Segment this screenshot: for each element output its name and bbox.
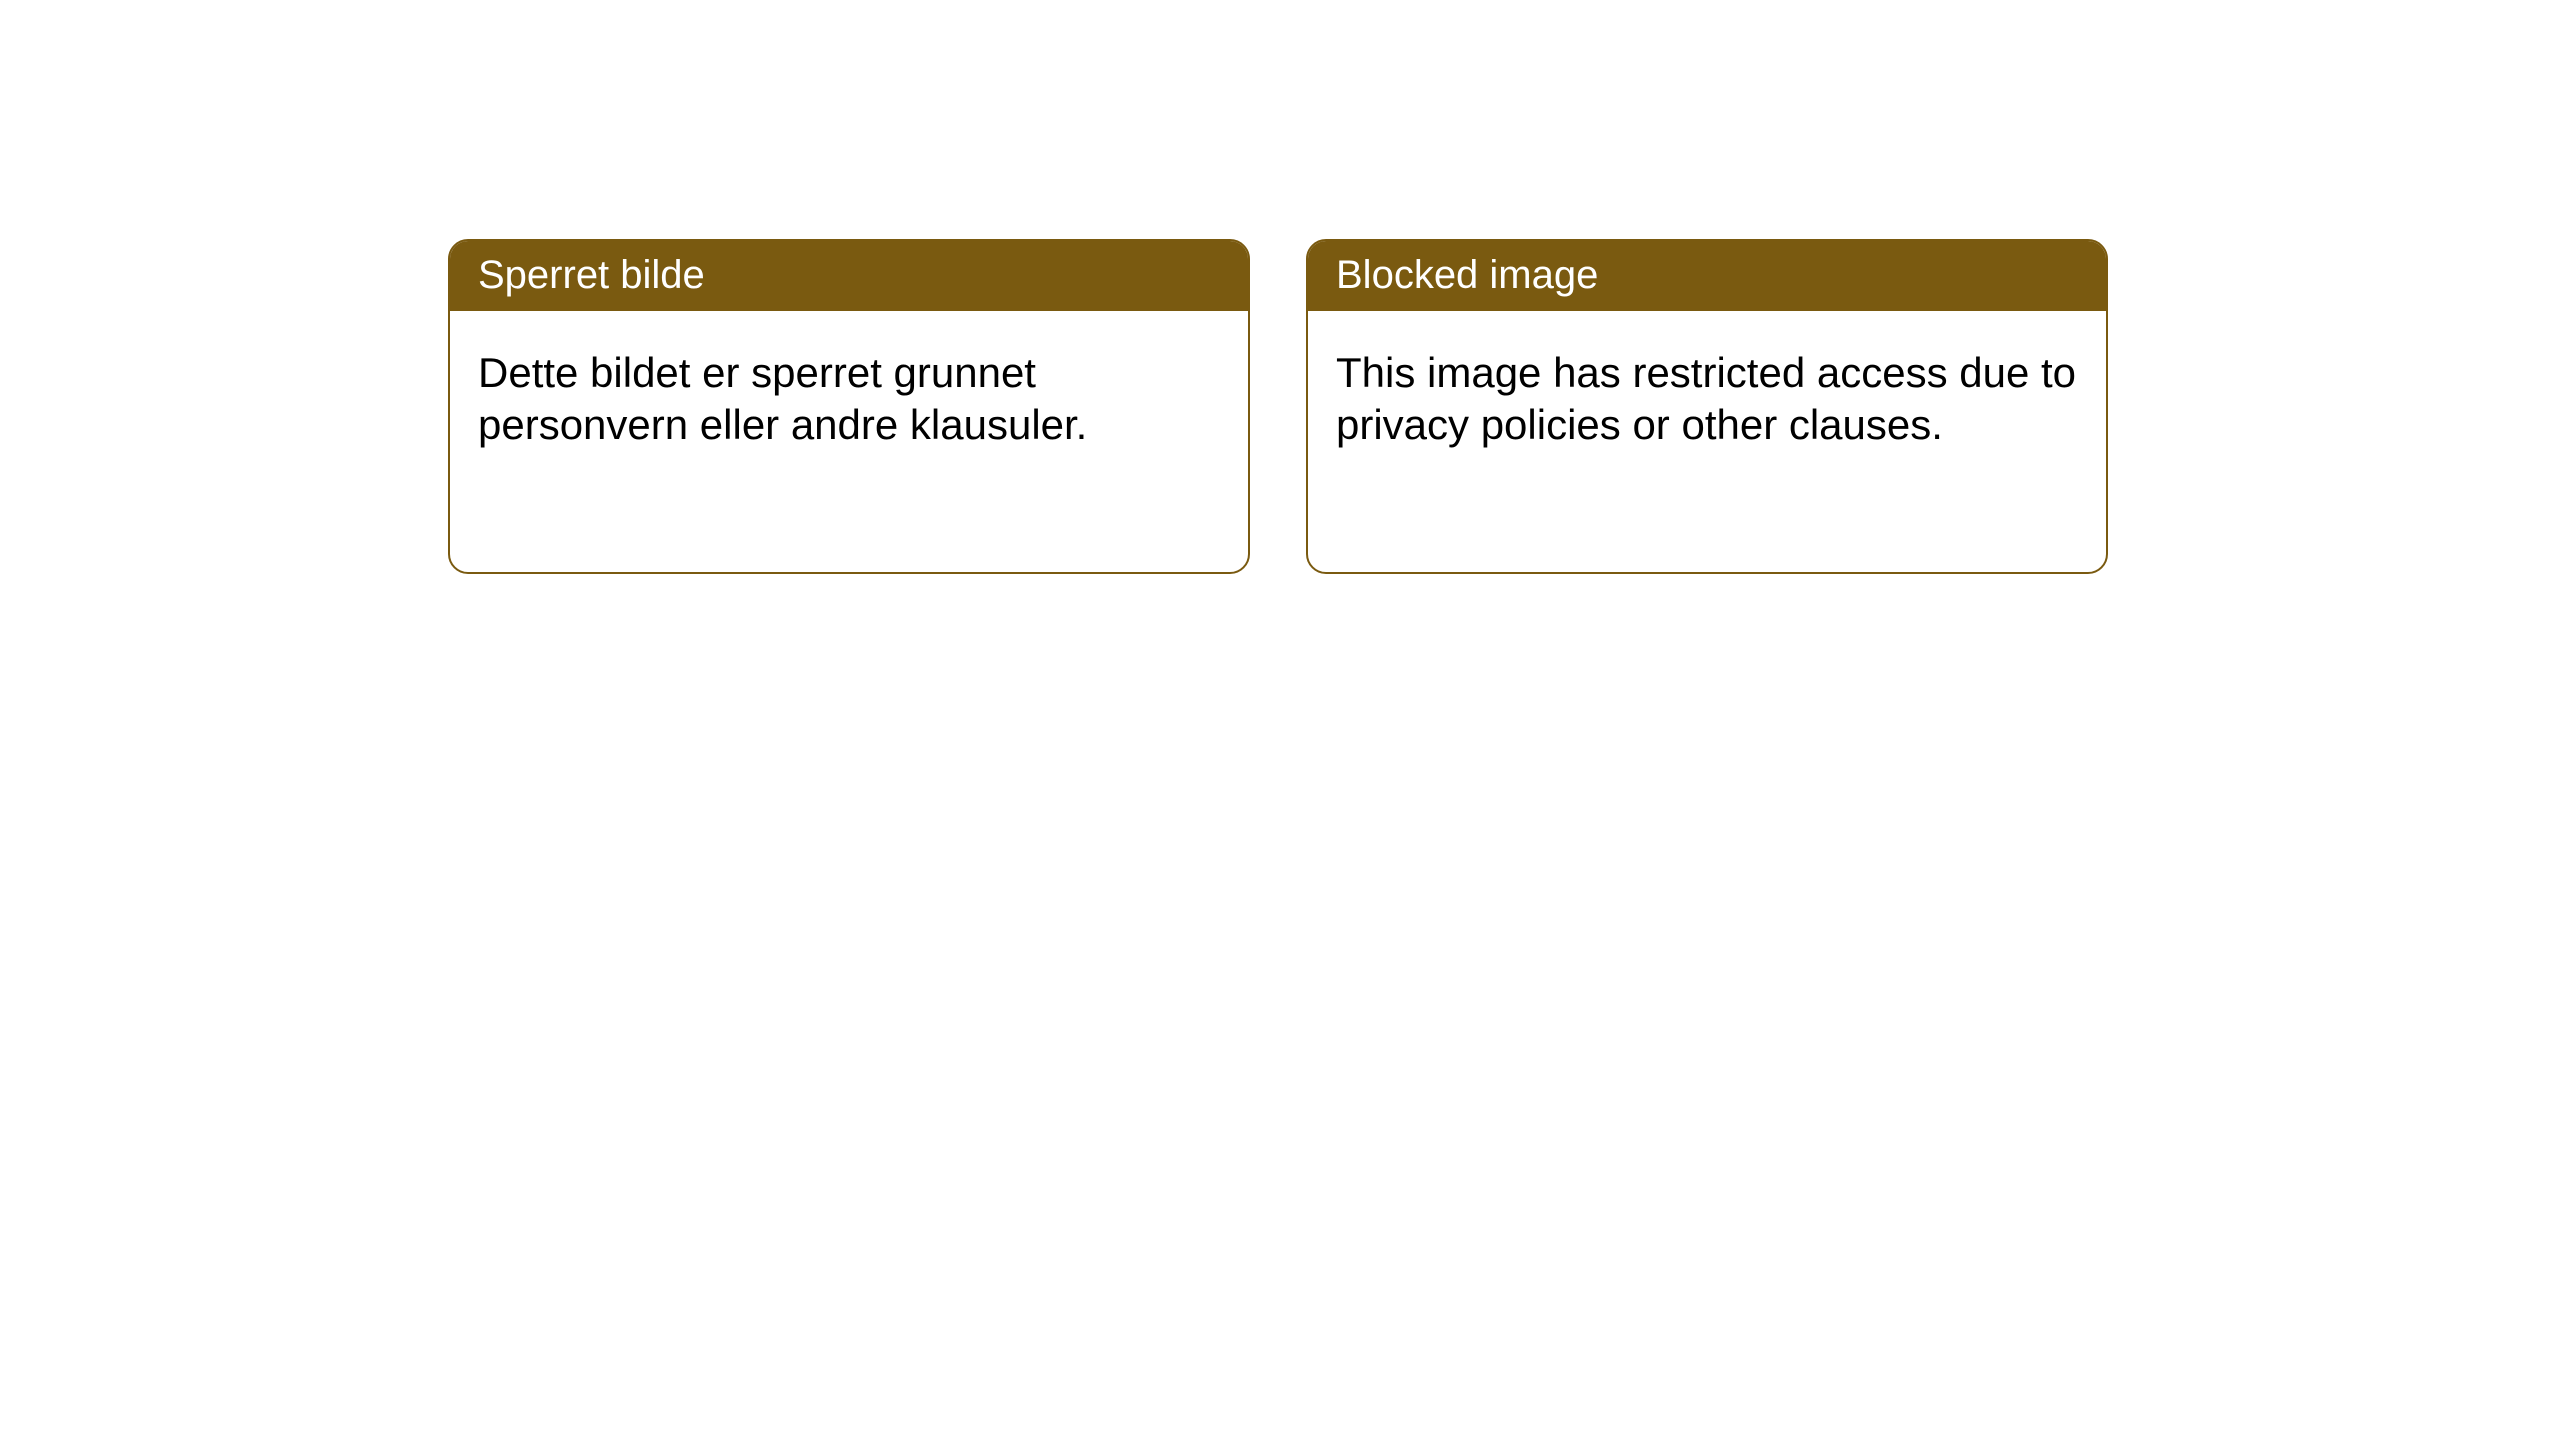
notice-body: Dette bildet er sperret grunnet personve… xyxy=(450,311,1248,474)
notice-header: Blocked image xyxy=(1308,241,2106,311)
notice-container: Sperret bilde Dette bildet er sperret gr… xyxy=(0,0,2560,574)
notice-box-norwegian: Sperret bilde Dette bildet er sperret gr… xyxy=(448,239,1250,574)
notice-box-english: Blocked image This image has restricted … xyxy=(1306,239,2108,574)
notice-header: Sperret bilde xyxy=(450,241,1248,311)
notice-body: This image has restricted access due to … xyxy=(1308,311,2106,474)
